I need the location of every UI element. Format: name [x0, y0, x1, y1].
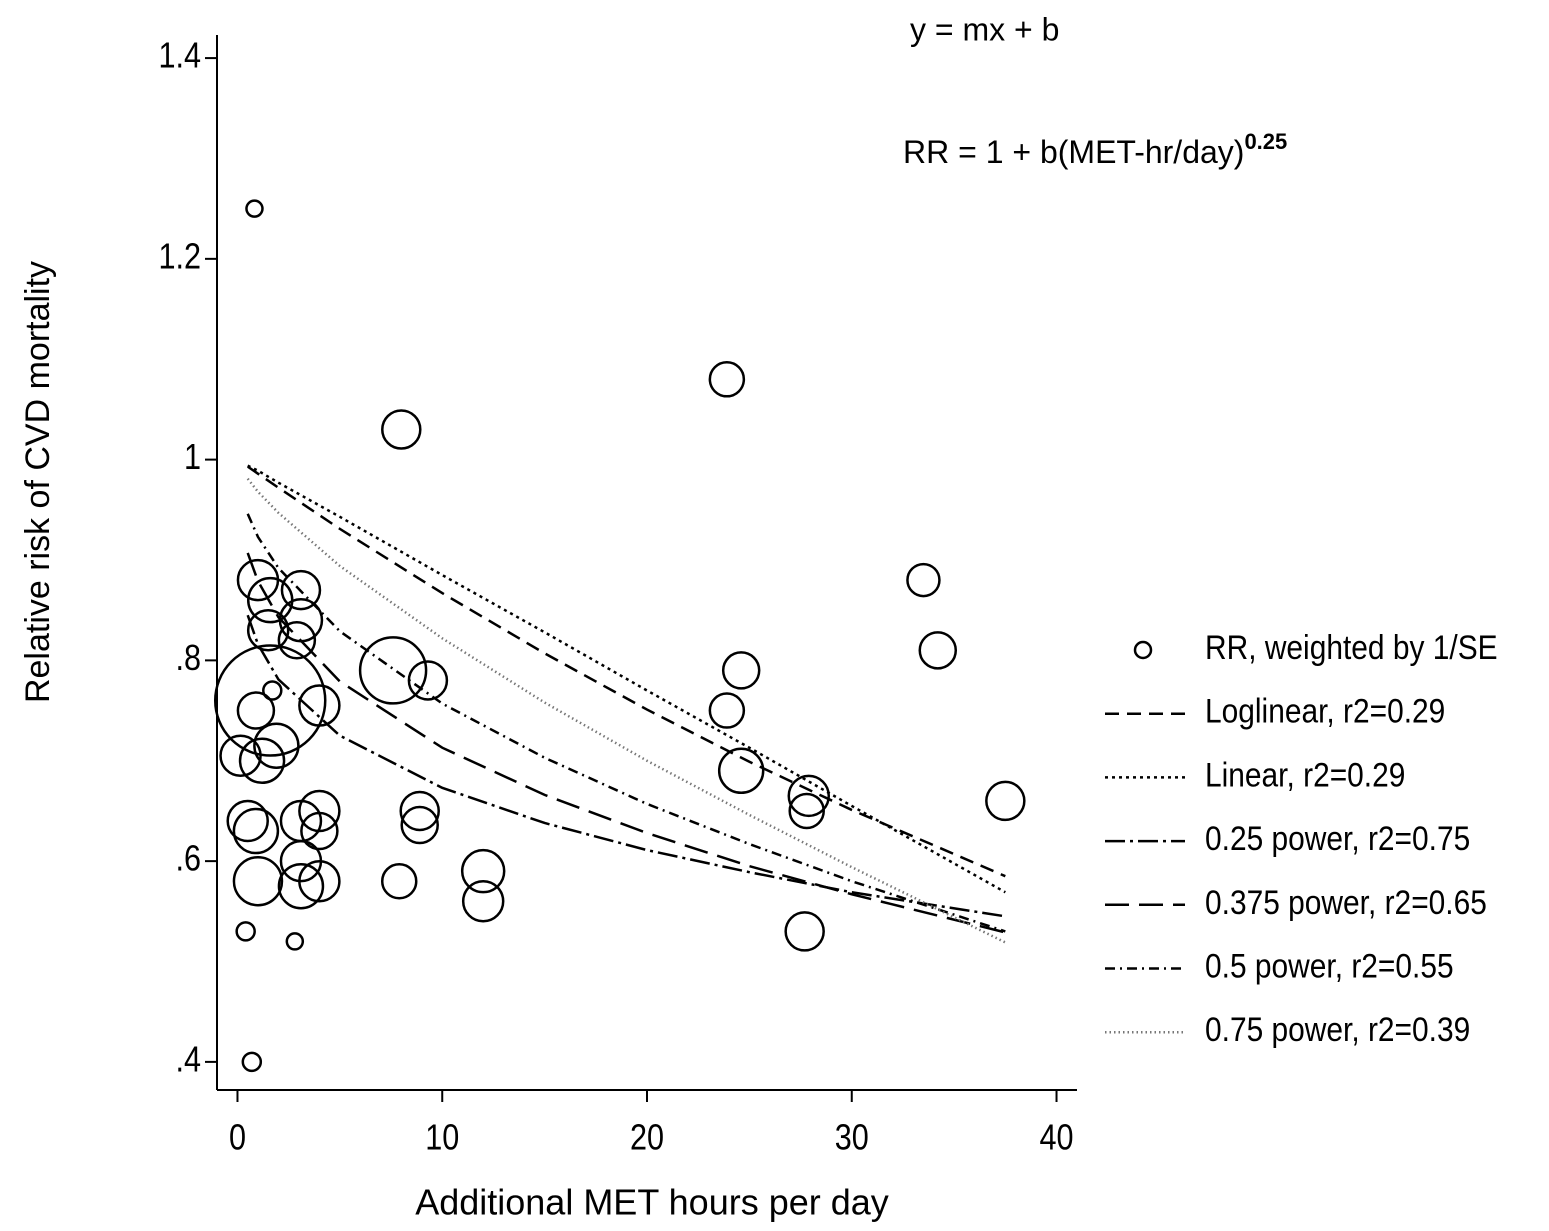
bubble [235, 921, 256, 942]
x-axis-label: Additional MET hours per day [415, 1182, 889, 1223]
legend-label: 0.375 power, r2=0.65 [1205, 883, 1487, 921]
fit-line [246, 552, 1006, 934]
legend-label: Loglinear, r2=0.29 [1205, 692, 1445, 730]
bubble [262, 680, 283, 701]
x-tick-label: 40 [1040, 1118, 1074, 1158]
bubble [232, 855, 284, 907]
bubble [461, 880, 505, 923]
y-tick-label: 1 [184, 438, 201, 478]
x-tick-label: 10 [425, 1118, 459, 1158]
bubble [788, 792, 825, 830]
bubble [236, 691, 276, 730]
x-tick-label: 30 [835, 1118, 869, 1158]
bubble [784, 911, 825, 952]
bubble [787, 774, 831, 818]
bubble [399, 790, 440, 832]
y-axis-label: Relative risk of CVD mortality [19, 261, 57, 703]
legend-label: RR, weighted by 1/SE [1205, 628, 1498, 666]
legend-label: Linear, r2=0.29 [1205, 756, 1405, 794]
y-tick-label: .8 [175, 639, 201, 679]
bubble [245, 199, 264, 218]
annotation: RR = 1 + b(MET-hr/day)0.25 [903, 129, 1287, 171]
legend-label: 0.5 power, r2=0.55 [1205, 947, 1454, 985]
bubble [358, 636, 428, 705]
legend-label: 0.75 power, r2=0.39 [1205, 1010, 1470, 1048]
bubble [280, 569, 322, 611]
bubble [708, 692, 746, 729]
bubble [708, 361, 746, 398]
bubble [298, 789, 341, 833]
annotation-text: RR = 1 + b(MET-hr/day) [903, 134, 1244, 170]
bubble [298, 684, 341, 727]
bubble [985, 780, 1026, 822]
y-tick-label: 1.2 [158, 237, 201, 277]
bubble [381, 409, 422, 450]
annotation: y = mx + b [910, 11, 1059, 47]
bubble [277, 862, 325, 910]
y-tick-label: .4 [175, 1040, 201, 1080]
bubble [400, 805, 439, 845]
bubble [219, 734, 262, 777]
bubble [253, 722, 300, 769]
bubble [906, 562, 941, 598]
bubble [213, 644, 327, 757]
x-tick-label: 0 [229, 1118, 246, 1158]
bubble [236, 558, 280, 602]
bubble [241, 1051, 263, 1073]
legend-marker [1133, 640, 1153, 660]
fit-line [246, 614, 1006, 918]
bubble [226, 799, 269, 843]
fit-line [247, 464, 1006, 894]
bubble [380, 862, 418, 900]
annotation-superscript: 0.25 [1244, 129, 1287, 154]
bubble [238, 737, 286, 785]
bubble [246, 609, 290, 652]
bubble [918, 631, 958, 670]
bubble [285, 932, 305, 951]
bubble [298, 859, 341, 903]
fit-line [246, 513, 1006, 933]
bubble [232, 807, 280, 855]
bubble [460, 848, 506, 894]
bubble [717, 747, 765, 795]
fit-line [247, 465, 1006, 878]
x-tick-label: 20 [630, 1118, 664, 1158]
fit-line [246, 477, 1006, 944]
legend-label: 0.25 power, r2=0.75 [1205, 819, 1470, 857]
bubble [277, 621, 317, 660]
bubble [721, 651, 761, 690]
y-tick-label: .6 [175, 839, 201, 879]
y-tick-label: 1.4 [158, 36, 201, 76]
bubble [300, 811, 339, 851]
